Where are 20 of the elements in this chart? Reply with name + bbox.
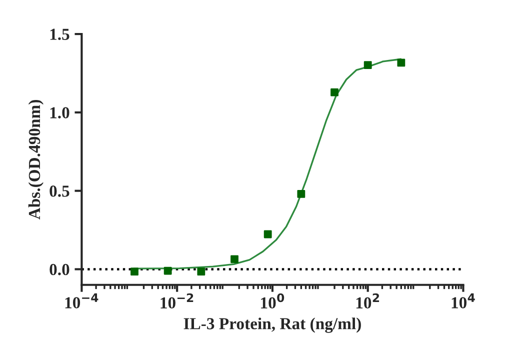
x-tick-label: 10$^{0}$ xyxy=(261,293,284,309)
x-tick-label: 10$^{−2}$ xyxy=(160,293,194,309)
y-tick-label: 0.5 xyxy=(50,186,70,197)
point xyxy=(197,268,206,276)
x-tick-label: 10$^{2}$ xyxy=(356,293,380,309)
x-axis-title: IL-3 Protein, Rat (ng/ml) xyxy=(184,318,361,333)
y-tick-label: 1.0 xyxy=(50,107,70,118)
point xyxy=(230,255,238,264)
point xyxy=(364,61,372,70)
y-tick-label: 1.5 xyxy=(50,28,70,40)
point xyxy=(164,266,172,275)
y-axis-title: Abs.(OD.490nm) xyxy=(28,100,44,220)
point xyxy=(330,88,338,96)
y-tick-label: 0.0 xyxy=(50,264,70,276)
point xyxy=(397,58,406,67)
point xyxy=(264,230,272,238)
point xyxy=(297,190,306,198)
point xyxy=(130,268,138,276)
x-tick-label: 10$^{4}$ xyxy=(452,293,475,308)
x-tick-label: 10$^{−4}$ xyxy=(65,293,98,308)
